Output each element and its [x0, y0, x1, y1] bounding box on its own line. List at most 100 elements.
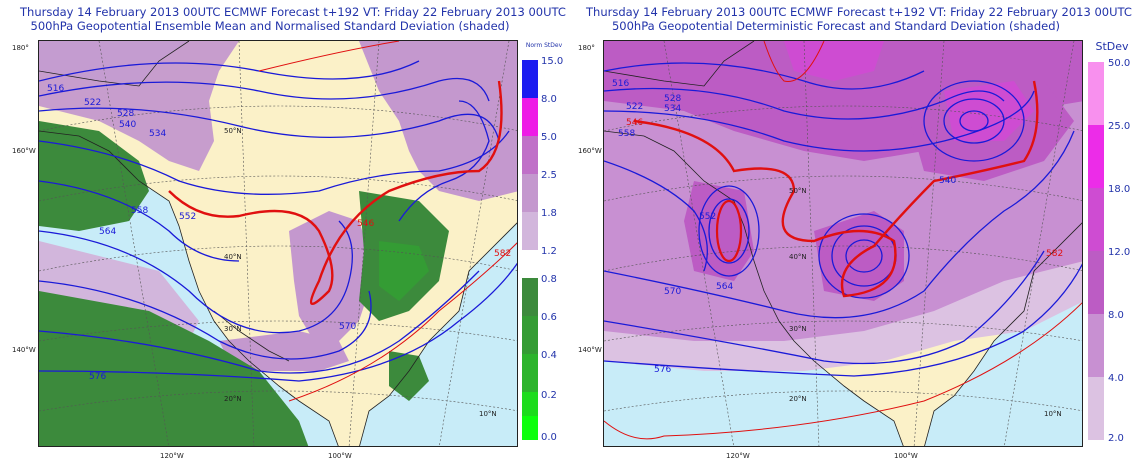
right-map: 516 522 528 534 540 552 558 564 570 576 … — [604, 41, 1082, 446]
right-cbar-tick-12: 12.0 — [1108, 247, 1131, 258]
left-map-panel: 516 522 528 534 540 552 558 564 570 576 … — [38, 40, 518, 447]
left-cbar-tick-5: 5.0 — [541, 132, 557, 143]
left-title-line2: 500hPa Geopotential Ensemble Mean and No… — [30, 19, 510, 33]
left-cbar-tick-1-8: 1.8 — [541, 208, 557, 219]
left-contour-label-516: 516 — [47, 84, 64, 94]
left-lon-140w: 140°W — [12, 346, 36, 354]
left-contour-labels: 516 522 528 534 540 552 558 564 570 576 — [47, 84, 356, 382]
left-graticule — [39, 41, 517, 446]
right-graticule — [604, 41, 1082, 446]
left-red-labels: 546 582 — [357, 219, 511, 259]
right-coastlines — [604, 41, 1082, 446]
left-lat-50: 50°N — [224, 127, 242, 135]
left-colorbar-seg-1-8 — [522, 212, 538, 250]
left-lat-40: 40°N — [224, 253, 242, 261]
right-lat-labels: 50°N 40°N 30°N 20°N 10°N — [789, 187, 1062, 418]
left-colorbar-seg-0-0 — [522, 416, 538, 440]
left-cbar-tick-2-5: 2.5 — [541, 170, 557, 181]
right-colorbar-title: StDev — [1095, 40, 1129, 53]
right-lat-20: 20°N — [789, 395, 807, 403]
right-contour-label-540: 540 — [939, 176, 956, 186]
right-colorbar-seg-4 — [1088, 377, 1104, 440]
right-contour-label-576: 576 — [654, 365, 671, 375]
right-contour-label-516: 516 — [612, 79, 629, 89]
right-stdev-shade-magenta-north — [784, 41, 884, 81]
left-colorbar-seg-2-5 — [522, 174, 538, 212]
right-colorbar-seg-50 — [1088, 62, 1104, 125]
right-contour-label-534: 534 — [664, 104, 681, 114]
left-cbar-tick-0-4: 0.4 — [541, 350, 557, 361]
right-colorbar-seg-8 — [1088, 314, 1104, 377]
right-contour-label-552: 552 — [699, 212, 716, 222]
right-contour-label-570: 570 — [664, 287, 681, 297]
right-lon-140w: 140°W — [578, 346, 602, 354]
right-cbar-tick-18: 18.0 — [1108, 184, 1131, 195]
left-colorbar — [522, 60, 538, 440]
right-contour-labels: 516 522 528 534 540 552 558 564 570 576 — [612, 79, 956, 375]
left-lat-20: 20°N — [224, 395, 242, 403]
right-lon-180: 180° — [578, 44, 595, 52]
left-red-contours — [258, 41, 517, 402]
left-stdev-shade-purple-north — [39, 41, 239, 171]
left-contour-label-522: 522 — [84, 98, 101, 108]
right-contour-label-582: 582 — [1046, 249, 1063, 259]
right-map-panel: 516 522 528 534 540 552 558 564 570 576 … — [603, 40, 1083, 447]
left-title-line1: Thursday 14 February 2013 00UTC ECMWF Fo… — [20, 5, 566, 19]
right-contour-label-546: 546 — [626, 118, 643, 128]
right-colorbar-seg-18 — [1088, 188, 1104, 251]
left-colorbar-seg-15 — [522, 60, 538, 98]
left-stdev-shade-green-east-inner — [379, 241, 429, 301]
left-colorbar-seg-5 — [522, 136, 538, 174]
left-cbar-tick-0-2: 0.2 — [541, 390, 557, 401]
left-cbar-tick-8: 8.0 — [541, 94, 557, 105]
right-colorbar-seg-25 — [1088, 125, 1104, 188]
left-colorbar-seg-8 — [522, 98, 538, 136]
right-cbar-tick-8: 8.0 — [1108, 310, 1124, 321]
right-red-labels: 546 582 — [626, 118, 1063, 259]
right-cbar-tick-2: 2.0 — [1108, 433, 1124, 444]
left-contour-label-576: 576 — [89, 372, 106, 382]
left-contour-label-570: 570 — [339, 322, 356, 332]
right-lon-100w: 100°W — [894, 452, 918, 460]
left-contours — [39, 60, 517, 382]
right-lat-40: 40°N — [789, 253, 807, 261]
left-stdev-shade-green-southwest — [39, 291, 309, 446]
right-lon-120w: 120°W — [726, 452, 750, 460]
left-lat-10: 10°N — [479, 410, 497, 418]
left-colorbar-seg-0-6 — [522, 316, 538, 354]
left-contour-label-546: 546 — [357, 219, 374, 229]
left-stdev-shade-purple-southwest — [219, 331, 349, 371]
right-red-contours — [604, 41, 1082, 440]
left-cbar-tick-1-2: 1.2 — [541, 246, 557, 257]
right-title-line1: Thursday 14 February 2013 00UTC ECMWF Fo… — [586, 5, 1132, 19]
left-lon-120w: 120°W — [160, 452, 184, 460]
right-contour-label-528: 528 — [664, 94, 681, 104]
right-stdev-shade-strong-west — [684, 181, 754, 281]
left-lat-30: 30°N — [224, 325, 242, 333]
right-stdev-shade-magenta-northeast — [944, 81, 1034, 141]
left-contour-label-582: 582 — [494, 249, 511, 259]
left-cbar-tick-15: 15.0 — [541, 56, 564, 67]
left-colorbar-title: Norm StDev — [525, 42, 563, 49]
left-contour-label-552: 552 — [179, 212, 196, 222]
left-lon-180: 180° — [12, 44, 29, 52]
left-stdev-shade-green-west — [39, 121, 149, 231]
right-lat-10: 10°N — [1044, 410, 1062, 418]
right-highlight-contours — [633, 80, 1039, 298]
right-lon-160w: 160°W — [578, 147, 602, 155]
right-colorbar — [1088, 62, 1104, 440]
right-contour-label-558: 558 — [618, 129, 635, 139]
left-colorbar-seg-0-2 — [522, 392, 538, 416]
right-title-line2: 500hPa Geopotential Deterministic Foreca… — [611, 19, 1060, 33]
right-lat-50: 50°N — [789, 187, 807, 195]
left-contour-label-534: 534 — [149, 129, 166, 139]
left-colorbar-seg-0-8 — [522, 278, 538, 316]
left-cbar-tick-0-0: 0.0 — [541, 432, 557, 443]
left-stdev-shade-purple-central — [289, 211, 369, 341]
left-contour-label-540: 540 — [119, 120, 136, 130]
left-cbar-tick-0-8: 0.8 — [541, 274, 557, 285]
left-lon-100w: 100°W — [328, 452, 352, 460]
right-contour-label-522: 522 — [626, 102, 643, 112]
right-cbar-tick-25: 25.0 — [1108, 121, 1131, 132]
left-cbar-tick-0-6: 0.6 — [541, 312, 557, 323]
